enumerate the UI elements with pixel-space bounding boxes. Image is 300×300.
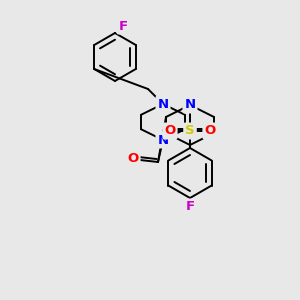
Text: N: N — [158, 98, 169, 110]
Text: N: N — [184, 98, 196, 112]
Text: O: O — [164, 124, 175, 137]
Text: S: S — [185, 124, 195, 137]
Text: F: F — [118, 20, 127, 32]
Text: F: F — [185, 200, 195, 214]
Text: O: O — [204, 124, 216, 137]
Text: O: O — [128, 152, 139, 164]
Text: N: N — [158, 134, 169, 146]
